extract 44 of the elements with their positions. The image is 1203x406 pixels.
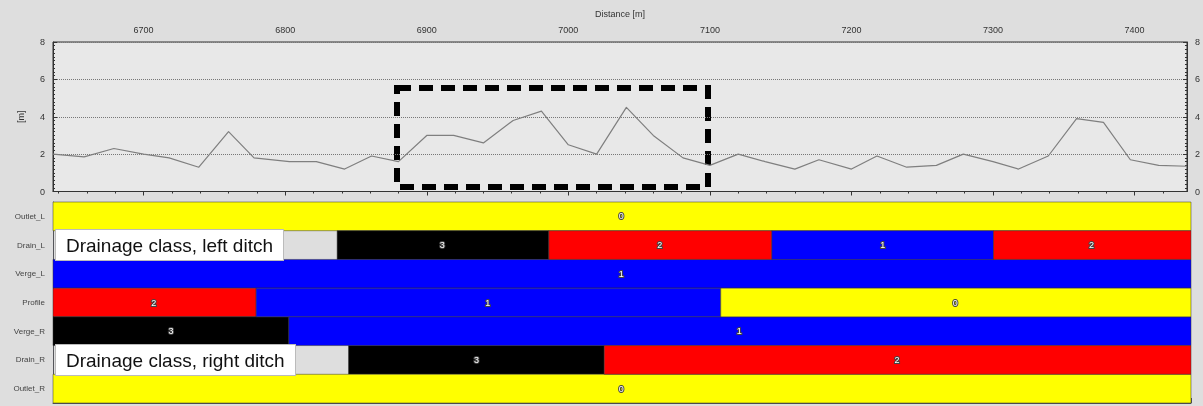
x-tick-label: 6700	[133, 24, 154, 35]
y-tick-label: Outlet_L	[14, 211, 46, 221]
annotation: 2	[151, 297, 157, 308]
annotation: 3	[439, 240, 445, 251]
y2-tick-label: 2	[1194, 149, 1201, 160]
y-tick-label: Drain_L	[16, 240, 46, 250]
y-axis-title: [m]	[15, 110, 26, 123]
y-tick-label: Outlet_R	[13, 384, 46, 394]
y2-tick-label: 6	[1194, 74, 1201, 85]
line-series	[52, 106, 1188, 170]
y-tick-label: 6	[39, 74, 45, 85]
annotation: Drainage class, left ditch	[55, 229, 284, 262]
annotation: 0	[618, 211, 624, 222]
x-tick-label: 6900	[416, 24, 437, 35]
x-tick-label: 6800	[275, 24, 296, 35]
x-tick-label: 7100	[699, 24, 720, 35]
y-tick-label: 0	[39, 186, 45, 197]
annotation: 3	[473, 354, 479, 365]
annotation: 2	[657, 240, 663, 251]
y-tick-label: Drain_R	[15, 355, 46, 365]
x-tick-label: 7000	[558, 24, 579, 35]
x-tick-label: 7200	[841, 24, 862, 35]
annotation: 0	[952, 297, 958, 308]
annotation: 3	[168, 326, 174, 337]
y-tick-label: Verge_L	[15, 269, 46, 279]
annotation: 1	[880, 240, 886, 251]
y-tick-label: 2	[39, 149, 45, 160]
y-tick-label: Verge_R	[13, 326, 46, 336]
x-tick-label: 7400	[1124, 24, 1145, 35]
annotation: 0	[618, 383, 624, 394]
annotation: Drainage class, right ditch	[55, 343, 296, 376]
annotation: 2	[894, 354, 900, 365]
y2-tick-label: 0	[1194, 186, 1201, 197]
annotation: 2	[1089, 240, 1095, 251]
x-tick-label: 7300	[983, 24, 1004, 35]
x-axis-title: Distance [m]	[594, 8, 646, 19]
y2-tick-label: 4	[1194, 111, 1201, 122]
annotation: 1	[736, 326, 742, 337]
y-tick-label: Profile	[22, 298, 46, 307]
annotation: 1	[485, 297, 491, 308]
y-tick-label: 4	[39, 111, 45, 122]
annotation: 1	[618, 268, 624, 279]
y-tick-label: 8	[39, 37, 45, 47]
y2-tick-label: 8	[1194, 37, 1201, 47]
